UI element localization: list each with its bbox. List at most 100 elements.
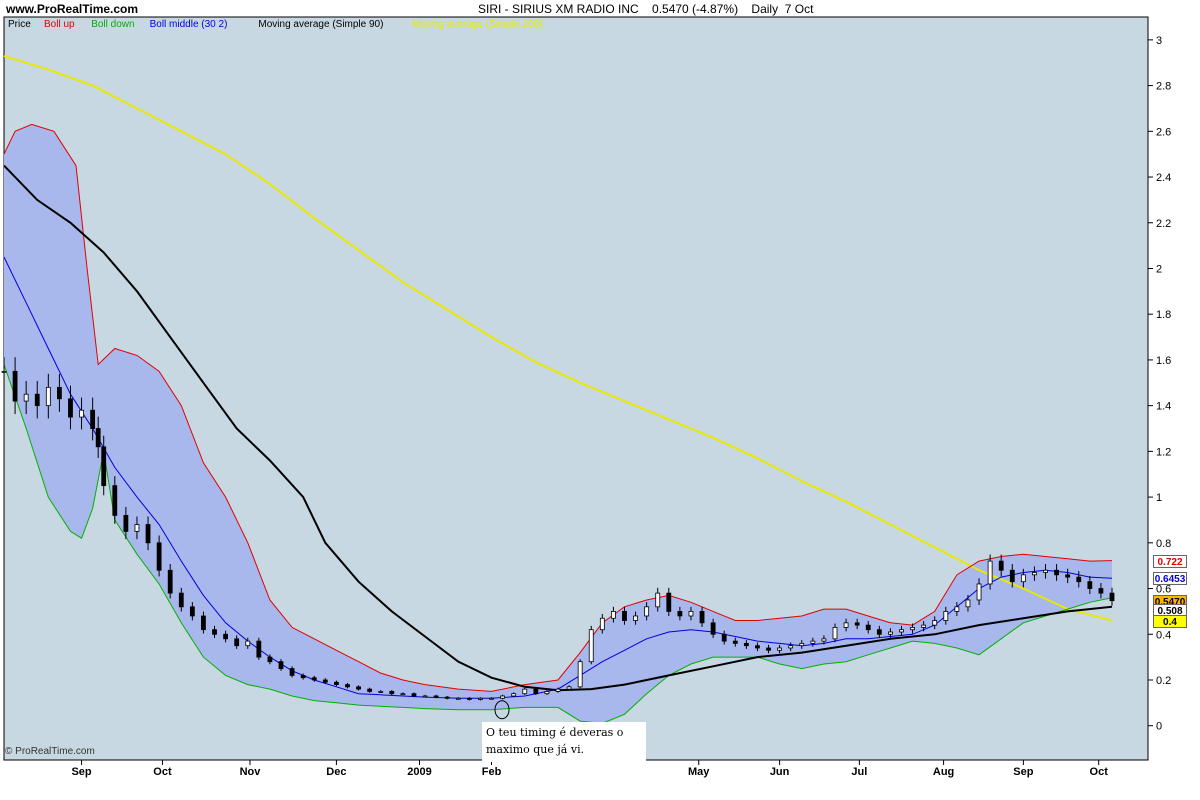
copyright-text: © ProRealTime.com [5, 746, 95, 757]
candle-body [333, 681, 339, 685]
y-tick-label: 2 [1156, 263, 1162, 275]
candle-body [433, 695, 439, 698]
candle-body [422, 695, 428, 698]
candle-body [644, 606, 650, 617]
candle-body [178, 592, 184, 608]
candle-body [1, 370, 7, 373]
candle-body [921, 624, 927, 628]
candle-body [90, 409, 96, 429]
y-tick-label: 2.6 [1156, 126, 1171, 138]
candle-body [843, 622, 849, 628]
candle-body [1065, 574, 1071, 578]
candle-body [389, 691, 395, 695]
candle-body [710, 622, 716, 635]
candle-body [112, 485, 118, 516]
candle-body [400, 693, 406, 696]
candle-body [201, 615, 206, 631]
x-tick-label: Sep [71, 766, 91, 778]
y-tick-label: 1.4 [1156, 401, 1171, 413]
candle-body [489, 697, 494, 700]
candle-body [976, 583, 982, 601]
candle-body [854, 622, 860, 626]
candle-body [766, 647, 771, 651]
legend-entry: Boll up [44, 19, 75, 30]
y-tick-label: 2.4 [1156, 172, 1171, 184]
axis-value-badge: 0.6453 [1153, 572, 1187, 586]
candle-body [245, 640, 251, 647]
y-tick-label: 0.6 [1156, 584, 1171, 596]
x-tick-label: Feb [482, 766, 502, 778]
candle-body [278, 661, 284, 669]
x-tick-label: Aug [933, 766, 954, 778]
candle-body [865, 624, 871, 631]
candle-body [1032, 572, 1037, 576]
candle-body [322, 679, 328, 683]
candle-body [1054, 569, 1059, 576]
candle-body [267, 656, 273, 663]
candle-body [167, 569, 173, 594]
candle-body [721, 633, 727, 642]
candle-body [455, 697, 461, 700]
candle-body [145, 524, 151, 544]
chart-header-title: SIRI - SIRIUS XM RADIO INC 0.5470 (-4.87… [478, 2, 814, 16]
candle-body [943, 611, 949, 621]
candle-body [566, 686, 572, 690]
x-tick-label: 2009 [407, 766, 431, 778]
y-tick-label: 1.8 [1156, 309, 1171, 321]
candle-body [622, 611, 627, 621]
candle-body [611, 611, 616, 619]
candle-body [577, 661, 583, 688]
candle-body [68, 398, 73, 418]
candle-body [156, 542, 162, 571]
candle-body [788, 645, 794, 649]
comment-note: O teu timing é deveras o maximo que já v… [482, 722, 646, 762]
candle-body [633, 615, 638, 621]
y-tick-label: 1.2 [1156, 446, 1171, 458]
axis-value-badge: 0.4 [1153, 615, 1187, 628]
candle-body [777, 647, 782, 651]
candle-body [1043, 569, 1048, 573]
sma200-line [3, 54, 1113, 622]
legend-entry: Price [8, 19, 31, 30]
candle-body [666, 592, 672, 612]
candle-body [810, 640, 816, 644]
candle-body [555, 688, 561, 692]
candle-body [189, 606, 195, 617]
candle-body [95, 428, 101, 448]
candle-body [79, 409, 84, 418]
y-tick-label: 0.2 [1156, 675, 1171, 687]
candle-body [212, 629, 217, 635]
y-tick-label: 1 [1156, 492, 1162, 504]
x-tick-label: Jun [770, 766, 790, 778]
candle-body [544, 691, 550, 695]
candle-body [300, 675, 306, 679]
candle-body [500, 695, 506, 699]
candle-body [234, 638, 240, 647]
y-tick-label: 2.8 [1156, 81, 1171, 93]
candle-body [444, 696, 450, 699]
candle-body [466, 697, 472, 700]
comment-line: maximo que já vi. [486, 743, 585, 756]
candle-body [34, 393, 40, 407]
site-logo[interactable]: www.ProRealTime.com [6, 2, 139, 16]
candle-body [1098, 588, 1104, 594]
y-tick-label: 1.6 [1156, 355, 1171, 367]
legend-entry: Boll down [91, 19, 134, 30]
candle-body [588, 629, 594, 663]
candle-body [1076, 576, 1082, 583]
candle-body [223, 633, 229, 640]
candle-body [799, 643, 805, 647]
candle-body [411, 693, 417, 697]
y-tick-label: 0.8 [1156, 538, 1171, 550]
candle-body [378, 691, 384, 693]
candle-body [876, 629, 882, 635]
legend-entry: Moving average (Simple 90) [258, 19, 383, 30]
candle-body [345, 684, 350, 688]
candle-body [533, 688, 539, 695]
candle-body [899, 629, 904, 633]
x-tick-label: Nov [240, 766, 262, 778]
candle-body [655, 592, 661, 608]
candle-body [932, 620, 938, 626]
candle-body [910, 627, 915, 631]
